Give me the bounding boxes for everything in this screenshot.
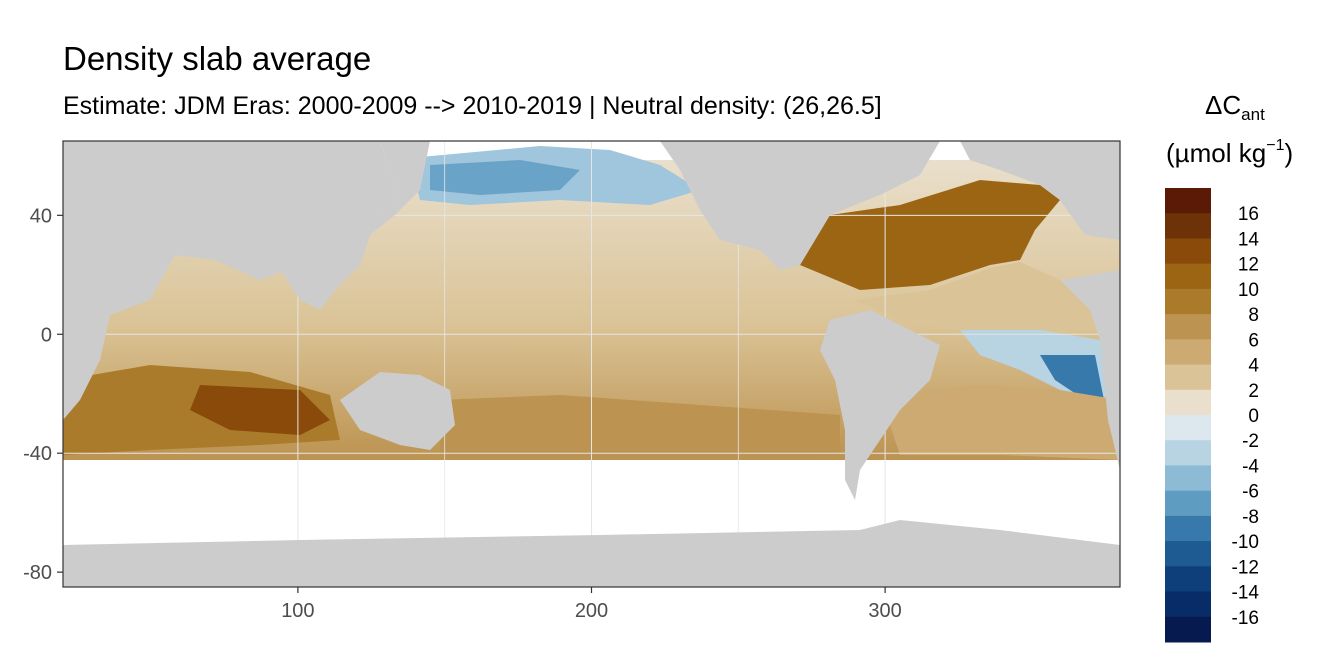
land-asia <box>280 141 430 310</box>
legend-swatch <box>1165 188 1211 214</box>
legend-label: -6 <box>1242 482 1259 503</box>
legend-label: 14 <box>1238 229 1260 250</box>
north-pacific-blue-core <box>430 160 580 195</box>
legend-swatch <box>1165 616 1211 643</box>
chart-title: Density slab average <box>63 40 372 77</box>
legend-title: ΔCant <box>1205 90 1265 124</box>
y-tick-label: 0 <box>41 324 52 346</box>
legend-swatch <box>1165 213 1211 239</box>
legend-swatch <box>1165 389 1211 416</box>
legend-units-exp: −1 <box>1266 137 1284 154</box>
x-tick-label: 100 <box>281 600 314 622</box>
land-africa-east <box>1060 270 1120 470</box>
legend-label: -16 <box>1232 608 1259 629</box>
land-africa <box>63 141 400 420</box>
land-masses <box>63 141 1120 587</box>
legend-label: -12 <box>1232 557 1259 578</box>
y-tick-label: 40 <box>30 205 52 227</box>
x-tick-label: 300 <box>868 600 901 622</box>
legend-swatch <box>1165 263 1211 290</box>
legend-swatch <box>1165 465 1211 492</box>
legend-label: -10 <box>1232 532 1259 553</box>
plot-panel <box>62 140 1121 588</box>
legend-label: -2 <box>1242 431 1259 452</box>
x-tick-label: 200 <box>575 600 608 622</box>
legend-swatch <box>1165 415 1211 441</box>
legend-label: 4 <box>1248 356 1259 377</box>
land-south-america <box>820 310 940 500</box>
x-axis: 100 200 300 <box>281 587 902 622</box>
legend-label: 0 <box>1248 406 1259 427</box>
south-pacific <box>440 395 840 465</box>
legend-label: 12 <box>1238 255 1259 276</box>
south-atlantic <box>880 385 1120 460</box>
north-atlantic-high <box>800 180 1060 290</box>
legend-swatch <box>1165 238 1211 265</box>
legend-swatch <box>1165 288 1211 315</box>
legend-swatch <box>1165 364 1211 391</box>
legend-units: (µmol kg−1) <box>1166 137 1293 168</box>
legend-swatch <box>1165 566 1211 593</box>
legend-label: -8 <box>1242 507 1259 528</box>
legend-label: 2 <box>1248 381 1259 402</box>
legend-swatch <box>1165 339 1211 366</box>
legend-swatch <box>1165 515 1211 542</box>
tropical-atlantic <box>855 262 1100 335</box>
legend-label: 6 <box>1248 330 1259 351</box>
legend-swatches <box>1165 188 1211 643</box>
legend-swatch <box>1165 490 1211 517</box>
y-tick-label: -40 <box>23 443 52 465</box>
legend-title-sub: ant <box>1241 105 1265 124</box>
land-north-america <box>660 141 940 270</box>
legend-label: -14 <box>1232 583 1260 604</box>
legend-units-suffix: ) <box>1284 138 1293 168</box>
chart-subtitle: Estimate: JDM Eras: 2000-2009 --> 2010-2… <box>63 92 882 120</box>
legend: ΔCant (µmol kg−1) 16 14 12 10 8 6 4 2 0 -2 -4 -6 -8 -… <box>1165 90 1293 643</box>
legend-units-prefix: (µmol kg <box>1166 138 1266 168</box>
legend-swatch <box>1165 541 1211 567</box>
land-australia <box>340 372 455 450</box>
legend-swatch <box>1165 591 1211 618</box>
legend-swatch <box>1165 314 1211 340</box>
southern-indian-core <box>190 385 330 435</box>
land-europe <box>960 141 1120 240</box>
land-antarctica <box>63 520 1120 587</box>
y-tick-label: -80 <box>23 562 52 584</box>
legend-label: 8 <box>1248 305 1259 326</box>
legend-label: -4 <box>1242 456 1259 477</box>
legend-labels: 16 14 12 10 8 6 4 2 0 -2 -4 -6 -8 -10 -12 -14 -16 <box>1232 204 1260 629</box>
y-axis: 40 0 -40 -80 <box>23 205 63 584</box>
legend-title-main: ΔC <box>1205 90 1241 120</box>
legend-swatch <box>1165 440 1211 466</box>
legend-label: 16 <box>1238 204 1259 225</box>
legend-label: 10 <box>1238 280 1259 301</box>
